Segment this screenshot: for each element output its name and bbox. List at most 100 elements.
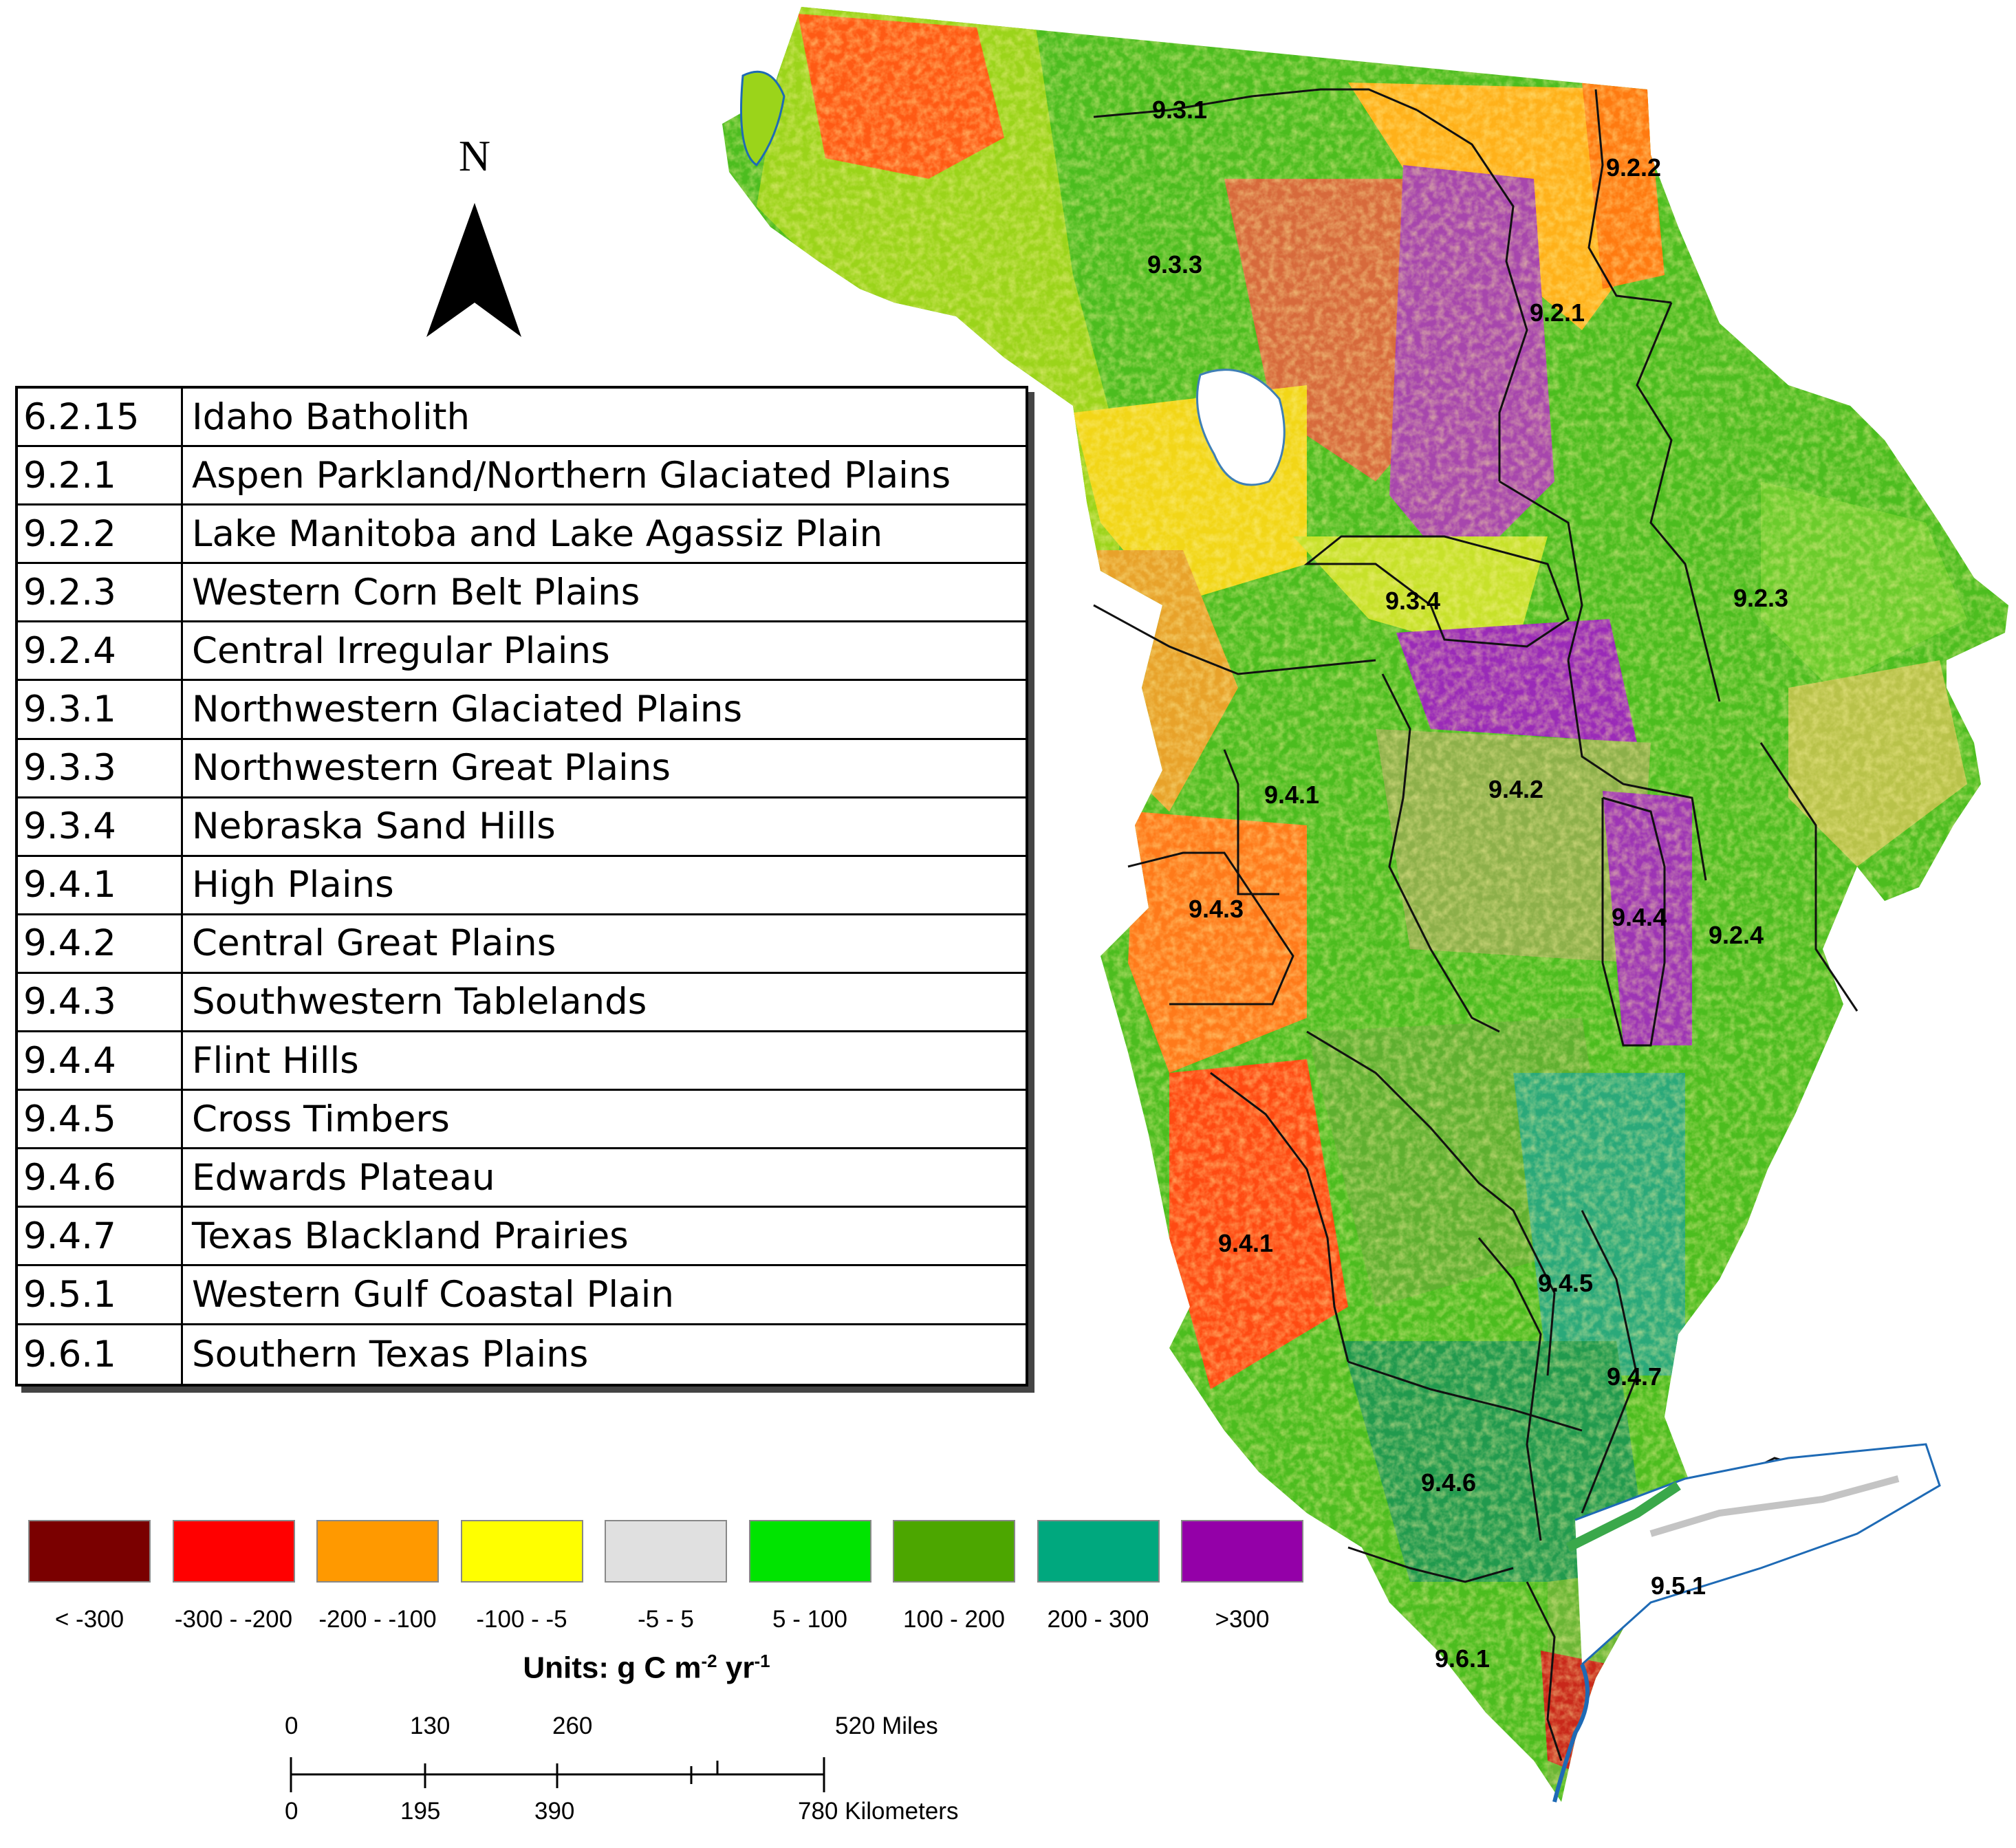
region-label: 9.4.3 — [1189, 895, 1244, 923]
legend-row: 9.4.3 Southwestern Tablelands — [18, 973, 1026, 1033]
legend-row: 9.4.7 Texas Blackland Prairies — [18, 1208, 1026, 1267]
region-label: 9.3.4 — [1385, 587, 1440, 615]
legend-row: 6.2.15 Idaho Batholith — [18, 389, 1026, 448]
region-label: 9.4.2 — [1488, 775, 1543, 803]
legend-row: 9.3.3 Northwestern Great Plains — [18, 739, 1026, 798]
legend-row: 9.3.1 Northwestern Glaciated Plains — [18, 681, 1026, 740]
legend-code: 9.2.1 — [18, 447, 183, 504]
legend-name: Southwestern Tablelands — [192, 981, 647, 1023]
region-label: 9.2.1 — [1530, 298, 1585, 327]
legend-code: 9.2.2 — [18, 506, 183, 563]
legend-swatch-label: 200 - 300 — [1047, 1606, 1149, 1633]
scale-km-tick: 195 — [400, 1798, 441, 1825]
legend-swatch-label: -300 - -200 — [174, 1606, 293, 1633]
scale-km-tick: 780 Kilometers — [798, 1798, 959, 1825]
scale-miles-tick: 130 — [410, 1713, 451, 1739]
legend-row: 9.4.5 Cross Timbers — [18, 1091, 1026, 1150]
region-label: 9.2.4 — [1709, 921, 1764, 949]
scale-bar — [290, 1757, 825, 1792]
legend-code: 9.6.1 — [18, 1325, 183, 1384]
legend-row: 9.2.4 Central Irregular Plains — [18, 622, 1026, 682]
legend-name: Cross Timbers — [192, 1098, 450, 1140]
units-label: Units: g C m-2 yr-1 — [523, 1651, 770, 1685]
legend-name: Lake Manitoba and Lake Agassiz Plain — [192, 512, 883, 555]
legend-row: 9.3.4 Nebraska Sand Hills — [18, 798, 1026, 857]
legend-row: 9.6.1 Southern Texas Plains — [18, 1325, 1026, 1384]
legend-swatch-label: < -300 — [54, 1606, 124, 1633]
legend-name: Western Gulf Coastal Plain — [192, 1273, 674, 1316]
scale-km-tick: 390 — [534, 1798, 575, 1825]
legend-swatch — [1181, 1520, 1303, 1583]
scale-km-tick: 0 — [285, 1798, 299, 1825]
legend-code: 9.3.4 — [18, 798, 183, 855]
lake-sakakawea — [1196, 369, 1286, 486]
region-label: 9.5.1 — [1651, 1572, 1706, 1600]
region-label: 9.4.1 — [1264, 781, 1319, 809]
legend-swatch-label: >300 — [1215, 1606, 1270, 1633]
legend-code: 9.2.4 — [18, 622, 183, 680]
region-label: 9.4.5 — [1538, 1269, 1593, 1297]
legend-name: Texas Blackland Prairies — [192, 1215, 629, 1257]
legend-swatch-label: -5 - 5 — [638, 1606, 694, 1633]
legend-code: 9.4.2 — [18, 915, 183, 972]
legend-swatch-label: -200 - -100 — [318, 1606, 437, 1633]
region-label: 9.6.1 — [1435, 1644, 1490, 1673]
legend-swatch — [748, 1520, 871, 1583]
legend-code: 9.5.1 — [18, 1266, 183, 1323]
legend-row: 9.2.1 Aspen Parkland/Northern Glaciated P… — [18, 447, 1026, 506]
legend-code: 6.2.15 — [18, 389, 183, 446]
region-label: 9.3.1 — [1152, 96, 1207, 124]
legend-row: 9.4.6 Edwards Plateau — [18, 1149, 1026, 1208]
legend-swatch-label: 100 - 200 — [903, 1606, 1005, 1633]
legend-code: 9.4.4 — [18, 1032, 183, 1089]
legend-code: 9.4.7 — [18, 1208, 183, 1265]
legend-swatch — [316, 1520, 439, 1583]
legend-swatch — [28, 1520, 151, 1583]
region-label: 9.4.7 — [1607, 1362, 1662, 1391]
legend-row: 9.2.2 Lake Manitoba and Lake Agassiz Plai… — [18, 506, 1026, 565]
legend-swatch-label: 5 - 100 — [772, 1606, 847, 1633]
ecoregion-legend-table: 6.2.15 Idaho Batholith 9.2.1 Aspen Parkland… — [15, 386, 1028, 1387]
scale-miles-tick: 520 Miles — [835, 1713, 938, 1739]
gulf-coastline — [1552, 1663, 1590, 1803]
legend-name: Flint Hills — [192, 1039, 359, 1082]
legend-swatch — [172, 1520, 295, 1583]
legend-swatch — [605, 1520, 727, 1583]
legend-row: 9.2.3 Western Corn Belt Plains — [18, 564, 1026, 623]
legend-swatch — [893, 1520, 1015, 1583]
legend-row: 9.4.4 Flint Hills — [18, 1032, 1026, 1091]
legend-name: Aspen Parkland/Northern Glaciated Plains — [192, 454, 951, 497]
region-label: 9.2.2 — [1606, 153, 1661, 182]
legend-code: 9.4.1 — [18, 856, 183, 913]
region-label: 9.3.3 — [1147, 250, 1202, 279]
north-label: N — [458, 131, 491, 180]
legend-row: 9.5.1 Western Gulf Coastal Plain — [18, 1266, 1026, 1325]
region-label: 9.4.4 — [1612, 903, 1667, 931]
legend-name: Idaho Batholith — [192, 395, 470, 438]
legend-code: 9.4.5 — [18, 1091, 183, 1148]
legend-code: 9.2.3 — [18, 564, 183, 621]
legend-code: 9.4.6 — [18, 1149, 183, 1206]
legend-name: Central Great Plains — [192, 922, 556, 965]
scale-miles-tick: 260 — [552, 1713, 593, 1739]
lake-fragment — [740, 70, 785, 167]
legend-row: 9.4.2 Central Great Plains — [18, 915, 1026, 974]
legend-code: 9.4.3 — [18, 973, 183, 1031]
legend-name: Central Irregular Plains — [192, 629, 610, 672]
legend-name: High Plains — [192, 864, 394, 906]
north-arrow-icon — [426, 203, 521, 337]
scale-miles-tick: 0 — [285, 1713, 299, 1739]
legend-code: 9.3.1 — [18, 681, 183, 738]
legend-swatch-label: -100 - -5 — [476, 1606, 567, 1633]
legend-name: Northwestern Glaciated Plains — [192, 688, 743, 731]
region-label: 9.2.3 — [1733, 584, 1788, 612]
region-label: 9.4.6 — [1421, 1468, 1476, 1497]
region-label: 9.4.1 — [1218, 1229, 1273, 1257]
legend-name: Edwards Plateau — [192, 1156, 495, 1199]
legend-swatch — [460, 1520, 583, 1583]
legend-row: 9.4.1 High Plains — [18, 856, 1026, 915]
legend-code: 9.3.3 — [18, 739, 183, 796]
legend-name: Northwestern Great Plains — [192, 747, 671, 790]
legend-swatch — [1037, 1520, 1160, 1583]
